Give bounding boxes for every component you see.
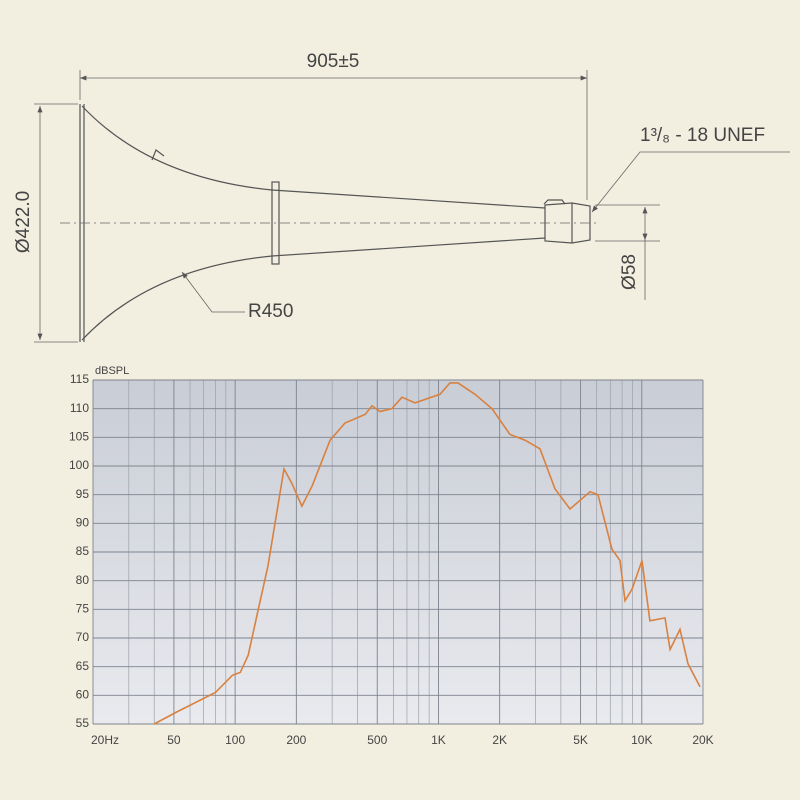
length-label: 905±5: [307, 51, 360, 72]
y-tick-label: 90: [76, 516, 90, 530]
x-tick-label: 1K: [431, 733, 446, 747]
x-tick-label: 200: [286, 733, 306, 747]
y-tick-label: 110: [70, 401, 89, 415]
thread-label: 1³/₈ - 18 UNEF: [640, 125, 765, 146]
chart: 20Hz 50 100 200 500 1K 2K 5K 10K 20K 55 60 65 70 75 80 8…: [69, 372, 714, 747]
y-tick-label: 95: [76, 487, 90, 501]
y-tick-label: 105: [69, 430, 89, 444]
y-tick-label: 85: [76, 544, 90, 558]
x-tick-label: 10K: [631, 733, 652, 747]
y-tick-label: 55: [76, 716, 90, 730]
y-tick-label: 100: [69, 458, 89, 472]
y-tick-label: 70: [76, 630, 90, 644]
y-tick-label: 80: [76, 573, 90, 587]
y-tick-label: 60: [76, 688, 90, 702]
y-tick-label: 115: [70, 372, 89, 386]
radius-label: R450: [248, 301, 293, 322]
x-tick-label: 2K: [492, 733, 507, 747]
x-tick-label: 100: [225, 733, 245, 747]
throat-diameter-label: Ø58: [619, 254, 640, 290]
x-tick-label: 20Hz: [91, 733, 119, 747]
horn-drawing: 905±5 Ø422.0 R450 Ø58 1³/₈ - 18 UNEF: [13, 51, 790, 343]
x-tick-label: 50: [167, 733, 181, 747]
y-tick-label: 65: [76, 659, 90, 673]
x-tick-label: 5K: [573, 733, 588, 747]
mouth-diameter-label: Ø422.0: [13, 191, 34, 253]
x-tick-label: 20K: [692, 733, 713, 747]
y-axis-label: dBSPL: [95, 365, 129, 377]
response-curve: [153, 382, 701, 725]
x-tick-label: 500: [367, 733, 387, 747]
y-tick-label: 75: [76, 602, 90, 616]
